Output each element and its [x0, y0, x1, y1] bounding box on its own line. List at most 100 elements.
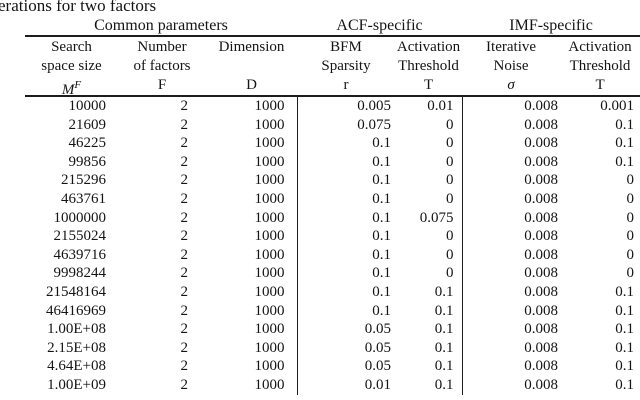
col-header-line: space size: [41, 58, 102, 74]
table-cell: 1000: [206, 134, 298, 153]
table-cell: 46416969: [46, 302, 106, 319]
col-header-line: Threshold: [398, 58, 459, 74]
table-row: 463761 2 1000 0.1 0 0.008 0: [25, 189, 640, 209]
table-cell: 0: [626, 172, 635, 189]
table-row: 99856 2 1000 0.1 0 0.008 0.1: [25, 152, 640, 172]
table-cell: 2: [180, 98, 189, 114]
table-cell: 0.05: [364, 339, 392, 356]
table-cell: 0.1: [395, 282, 463, 302]
table-cell: 0.1: [372, 135, 392, 152]
table-cell: 2.15E+08: [47, 339, 106, 356]
col-header-symbol: σ: [507, 77, 515, 93]
table-cell: 0.1: [372, 246, 392, 263]
table-row: 1000000 2 1000 0.1 0.075 0.008 0: [25, 208, 640, 228]
col-header-imf-activation-threshold: Activation Threshold T: [560, 36, 640, 97]
group-header-acf-specific: ACF-specific: [297, 15, 463, 37]
table-cell: 0.1: [372, 228, 392, 245]
table-cell: 1000: [206, 115, 298, 135]
table-cell: 1000: [206, 96, 298, 116]
table-cell: 2: [180, 283, 189, 300]
col-header-line: Activation: [568, 39, 632, 55]
table-cell: 0.1: [615, 376, 635, 393]
col-header-symbol: r: [343, 77, 349, 93]
table-cell: 0.05: [364, 321, 392, 338]
table-cell: 0.01: [364, 376, 392, 393]
table-cell: 1000: [206, 375, 298, 395]
table-cell: 0.008: [524, 98, 559, 114]
table-cell: 2: [180, 172, 189, 189]
col-header-acf-activation-threshold: Activation Threshold T: [395, 36, 463, 97]
column-header-row: Search space size MF Number of factors F…: [25, 36, 640, 98]
table-row: 46225 2 1000 0.1 0 0.008 0.1: [25, 134, 640, 153]
table-cell: 0.008: [524, 246, 559, 263]
table-row: 4639716 2 1000 0.1 0 0.008 0: [25, 245, 640, 265]
table-cell: 1.00E+09: [47, 376, 106, 393]
table-cell: 0.05: [364, 358, 392, 375]
table-cell: 0.008: [524, 265, 559, 282]
table-cell: 215296: [61, 172, 106, 189]
table-cell: 1000: [206, 171, 298, 190]
table-row: 4.64E+08 2 1000 0.05 0.1 0.008 0.1: [25, 357, 640, 376]
table-row: 1.00E+09 2 1000 0.01 0.1 0.008 0.1: [25, 375, 640, 395]
table-cell: 0.1: [395, 375, 463, 395]
col-header-line: Sparsity: [321, 58, 371, 74]
table-cell: 0.1: [615, 358, 635, 375]
table-cell: 0.1: [395, 301, 463, 321]
table-cell: 1000: [206, 227, 298, 246]
col-header-number-of-factors: Number of factors F: [118, 36, 206, 97]
table-cell: 2: [180, 265, 189, 282]
col-header-symbol: MF: [61, 79, 82, 98]
table-cell: 0.1: [615, 321, 635, 338]
parameters-table: Common parameters ACF-specific IMF-speci…: [25, 15, 640, 395]
table-cell: 0.008: [524, 321, 559, 338]
table-cell: 0.075: [357, 116, 392, 133]
table-cell: 0.1: [372, 283, 392, 300]
table-cell: 0.075: [395, 208, 463, 228]
table-cell: 0.1: [615, 135, 635, 152]
table-cell: 0: [395, 264, 463, 283]
table-cell: 0: [395, 134, 463, 153]
col-header-line: BFM: [330, 39, 362, 55]
table-cell: 2: [180, 339, 189, 356]
table-body: 10000 2 1000 0.005 0.01 0.008 0.001 21609 2 1000 0…: [25, 96, 640, 395]
table-cell: 0.1: [395, 320, 463, 339]
table-cell: 0: [395, 171, 463, 190]
col-header-line: Number: [137, 39, 187, 55]
table-cell: 21609: [68, 116, 107, 133]
table-cell: 0.1: [372, 190, 392, 207]
table-cell: 0: [395, 115, 463, 135]
table-cell: 2: [180, 116, 189, 133]
col-header-line: Noise: [493, 58, 529, 74]
table-cell: 0.1: [372, 265, 392, 282]
table-row: 215296 2 1000 0.1 0 0.008 0: [25, 171, 640, 190]
table-cell: 0.1: [615, 283, 635, 300]
table-cell: 1000: [206, 245, 298, 265]
table-cell: 1000: [206, 152, 298, 172]
col-header-line: Activation: [396, 39, 461, 55]
table-cell: 1000: [206, 320, 298, 339]
table-cell: 99856: [68, 153, 107, 170]
table-header: Common parameters ACF-specific IMF-speci…: [25, 15, 640, 98]
table-cell: 1000: [206, 282, 298, 302]
table-cell: 0.005: [357, 98, 392, 114]
col-header-line: Dimension: [218, 39, 285, 55]
table-cell: 0: [626, 265, 635, 282]
table-cell: 0.1: [395, 357, 463, 376]
table-cell: 1000: [206, 208, 298, 228]
table-cell: 0.1: [372, 209, 392, 226]
table-cell: 2: [180, 209, 189, 226]
table-cell: 0.008: [524, 190, 559, 207]
table-cell: 2: [180, 246, 189, 263]
col-header-symbol: T: [595, 77, 605, 93]
col-header-bfm-sparsity: BFM Sparsity r: [297, 36, 396, 97]
table-cell: 463761: [61, 190, 106, 207]
table-cell: 1000: [206, 189, 298, 209]
table-cell: 46225: [68, 135, 107, 152]
table-cell: 0.008: [524, 172, 559, 189]
table-cell: 0.1: [372, 172, 392, 189]
table-cell: 2: [180, 376, 189, 393]
table-cell: 1000000: [53, 209, 107, 226]
col-header-iterative-noise: Iterative Noise σ: [462, 36, 561, 97]
table-cell: 2: [180, 135, 189, 152]
table-row: 1.00E+08 2 1000 0.05 0.1 0.008 0.1: [25, 320, 640, 339]
